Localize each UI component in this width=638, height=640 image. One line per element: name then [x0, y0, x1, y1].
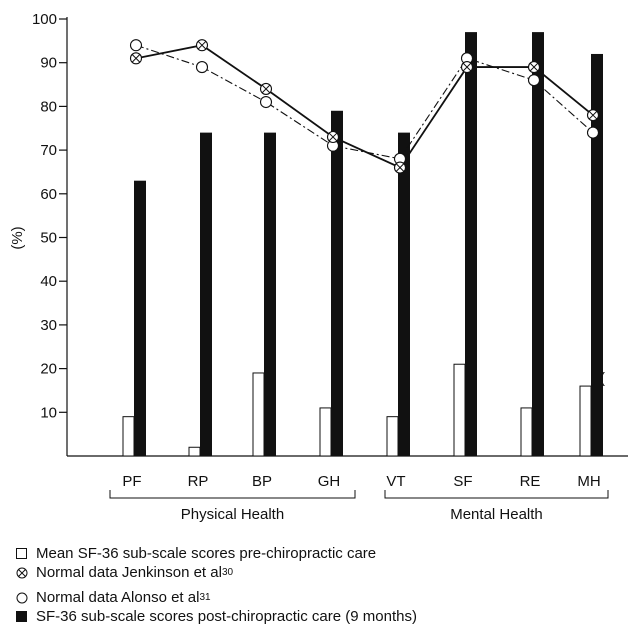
y-tick-label: 80 [40, 98, 57, 115]
bar-pre-care [579, 385, 592, 457]
group-label: Mental Health [450, 506, 543, 523]
bar-pre-care [252, 372, 265, 457]
legend-text: Normal data Alonso et al [36, 589, 200, 606]
marker-jenkinson [527, 61, 541, 74]
legend-item-jenkinson: Normal data Jenkinson et al 30 [16, 563, 417, 582]
marker-alonso [195, 61, 209, 74]
bar-pre-care [319, 407, 332, 457]
bar-post-care [398, 132, 410, 456]
y-tick-label: 100 [32, 11, 57, 28]
marker-jenkinson [460, 61, 474, 74]
marker-alonso [527, 74, 541, 87]
legend-item-pre-care: Mean SF-36 sub-scale scores pre-chiropra… [16, 544, 417, 563]
y-tick-label: 60 [40, 186, 57, 203]
marker-jenkinson [195, 39, 209, 52]
legend-text: SF-36 sub-scale scores post-chiropractic… [36, 608, 417, 625]
y-axis-label: (%) [9, 226, 26, 249]
x-tick-label: VT [386, 473, 405, 490]
x-tick-label: PF [122, 473, 141, 490]
y-tick-label: 90 [40, 55, 57, 72]
group-bracket [384, 490, 609, 499]
x-tick-label: RP [188, 473, 209, 490]
legend-item-alonso: Normal data Alonso et al 31 [16, 588, 417, 607]
legend-item-post-care: SF-36 sub-scale scores post-chiropractic… [16, 607, 417, 626]
bar-pre-care [188, 446, 201, 457]
legend: Mean SF-36 sub-scale scores pre-chiropra… [16, 544, 417, 626]
bar-post-care [465, 32, 477, 457]
bar-pre-care [386, 416, 399, 457]
marker-jenkinson [326, 130, 340, 144]
bar-post-care [200, 132, 212, 456]
open-circle-icon [16, 588, 36, 607]
group-label: Physical Health [181, 506, 284, 523]
x-tick-label: RE [520, 473, 541, 490]
bar-pre-care [122, 416, 135, 457]
marker-jenkinson [259, 82, 273, 95]
y-tick-label: 40 [40, 273, 57, 290]
bars [122, 32, 603, 457]
x-tick-label: GH [318, 473, 341, 490]
circle-x-icon [16, 563, 36, 582]
y-tick-label: 30 [40, 317, 57, 334]
series-line-jenkinson [135, 44, 594, 169]
stray-mark: ( [600, 370, 605, 387]
filled-square-icon [16, 607, 36, 626]
legend-superscript: 31 [199, 592, 211, 603]
series-lines [129, 39, 600, 174]
bar-post-care [331, 110, 343, 457]
x-tick-label: BP [252, 473, 272, 490]
y-tick-label: 20 [40, 361, 57, 378]
bar-post-care [134, 180, 146, 456]
x-tick-label: SF [453, 473, 472, 490]
bar-post-care [264, 132, 276, 456]
bar-pre-care [453, 363, 466, 457]
y-tick-label: 70 [40, 142, 57, 159]
marker-jenkinson [129, 52, 143, 65]
marker-jenkinson [586, 109, 600, 122]
y-tick-label: 10 [40, 404, 57, 421]
y-tick-label: 50 [40, 230, 57, 247]
chart: 10 20 30 40 50 60 70 80 90 100 (%) ( PF RP BP GH VT SF RE M… [9, 11, 628, 523]
marker-jenkinson [393, 161, 407, 174]
marker-alonso [586, 126, 600, 139]
open-square-icon [16, 544, 36, 563]
bar-pre-care [520, 407, 533, 457]
marker-alonso [129, 39, 143, 52]
x-tick-label: MH [577, 473, 600, 490]
bar-post-care [532, 32, 544, 457]
bar-post-care [591, 53, 603, 457]
marker-alonso [259, 95, 273, 109]
legend-superscript: 30 [221, 567, 234, 578]
axis-labels: 10 20 30 40 50 60 70 80 90 100 (%) ( PF RP BP GH VT SF RE M… [9, 11, 605, 523]
group-bracket [109, 490, 356, 499]
legend-text: Normal data Jenkinson et al [36, 564, 222, 581]
legend-text: Mean SF-36 sub-scale scores pre-chiropra… [36, 545, 377, 562]
